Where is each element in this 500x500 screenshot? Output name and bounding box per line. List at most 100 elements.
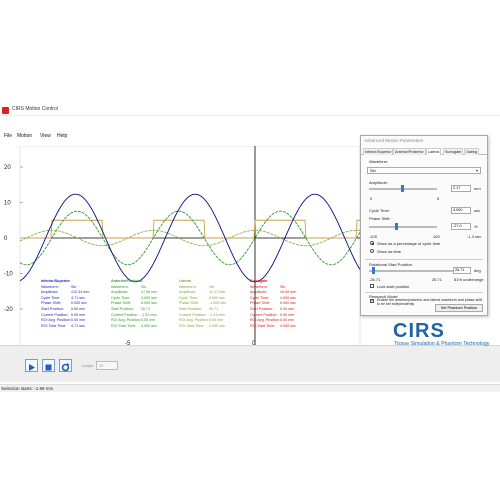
panel-title: Advanced Motion Parameters (364, 138, 424, 143)
legend-key: Amplitude: (250, 290, 268, 295)
radio-percentage[interactable] (370, 241, 374, 245)
legend-row: Phase Shift: 0.000 sec (250, 301, 296, 307)
stop-button[interactable] (42, 359, 55, 372)
waveform-select[interactable]: Sin ▾ (367, 167, 481, 174)
series-lateral (19, 229, 361, 247)
tab-gating[interactable]: Gating (464, 148, 479, 155)
tab-inferior-superior[interactable]: Inferior/Superior (363, 148, 394, 155)
y-tick-label: 20 (4, 165, 11, 171)
legend-key: Waveform: (179, 284, 197, 289)
legend-row: Cycle Time: 4.71 sec (41, 296, 85, 302)
legend-value: 4.000 sec (141, 295, 157, 300)
legend-key: Phase Shift: (250, 301, 270, 306)
playback-controls: Loops: 30 (0, 345, 500, 382)
menu-file[interactable]: File (4, 133, 13, 139)
phase-max: 100 (433, 234, 440, 239)
legend-key: Amplitude: (111, 290, 129, 295)
lock-start-checkbox[interactable] (370, 284, 374, 288)
tab-surrogate[interactable]: Surrogate (443, 148, 464, 155)
rotational-input[interactable]: 26.71 (453, 267, 471, 274)
tab-anterior-posterior[interactable]: Anterior/Posterior (393, 148, 426, 155)
legend-value: ±7.56 mm (141, 290, 158, 295)
menu-motion[interactable]: Motion (17, 133, 33, 139)
logo-tagline: Tissue Simulation & Phantom Technology (394, 341, 490, 347)
legend-row: ROI Total Time: 4.000 sec (179, 324, 225, 330)
amplitude-input[interactable]: 2.17 (451, 185, 471, 192)
legend-value: 0.000 sec (71, 301, 87, 306)
legend-row: ROI Avg. Position: 0.00 mm (179, 318, 223, 324)
phase-shift-slider[interactable] (369, 226, 437, 228)
rotational-unit: deg (474, 268, 481, 273)
phase-seconds: -1.3 sec (467, 234, 482, 239)
legend-row: Amplitude: ±5.00 mm (250, 290, 296, 296)
legend-value: 0.000 sec (280, 301, 296, 306)
legend-row: ROI Total Time: 4.000 sec (111, 323, 157, 330)
legend-key: Waveform: (250, 284, 268, 289)
legend-row: Phase Shift: -1.000 sec (179, 301, 226, 307)
research-mode-label: Research Mode: (369, 294, 399, 299)
legend-value: 0.00 mm (71, 318, 86, 323)
legend-value: 4.71 sec (71, 323, 85, 328)
legend-value: 0.00 mm (71, 306, 86, 311)
y-tick-label: 10 (4, 201, 11, 207)
rotational-mid: 26.71 (432, 277, 443, 282)
plot-frame (19, 146, 361, 354)
phase-min: -100 (369, 234, 378, 239)
legend-key: Current Position: (179, 312, 207, 317)
phase-shift-label: Phase Shift: (369, 216, 391, 221)
legend-row: Start Position: 26.71 (111, 307, 150, 313)
legend-value: 4.000 sec (209, 295, 225, 300)
legend-title: Surrogate (250, 279, 268, 283)
menu-view[interactable]: View (40, 133, 51, 139)
status-bar: Selection starts: -1.99 mm (0, 384, 500, 392)
amplitude-slider-thumb[interactable] (401, 185, 404, 192)
loop-button[interactable] (59, 359, 72, 372)
amplitude-value: 2.17 (453, 186, 461, 190)
y-tick-label: -20 (4, 307, 13, 313)
amplitude-min: 0 (370, 196, 373, 201)
legend-row: ROI Avg. Position: 0.00 mm (41, 318, 85, 324)
legend-key: Start Position: (250, 306, 273, 311)
legend-key: Current Position: (250, 312, 278, 317)
waveform-value: Sin (370, 168, 376, 173)
rotational-label: Rotational Start Position (369, 262, 412, 267)
radio-absolute[interactable] (370, 249, 374, 253)
legend-row: Amplitude: ±7.56 mm (111, 290, 157, 296)
legend-key: Start Position: (179, 306, 202, 311)
legend-value: 0.000 sec (141, 301, 157, 306)
legend-row: Start Position: 0.00 mm (41, 307, 85, 313)
cycle-time-input[interactable]: 4.000 (451, 207, 471, 214)
phase-shift-slider-thumb[interactable] (395, 223, 398, 230)
legend-title: Inferior/Superior (41, 279, 70, 283)
menu-bar: File Motion View Help (0, 133, 360, 141)
legend-value: 0.00 mm (209, 318, 224, 323)
legend-value: Sin (71, 284, 77, 289)
research-mode-checkbox[interactable] (370, 298, 374, 304)
loops-input[interactable]: 30 (96, 361, 118, 370)
window-title: CIRS Motion Control (12, 106, 58, 112)
amplitude-label: Amplitude: (369, 180, 388, 185)
legend-key: ROI Total Time: (111, 323, 137, 328)
legend-key: Cycle Time: (179, 295, 199, 300)
amplitude-max: 5 (437, 196, 440, 201)
tab-strip: Inferior/Superior Anterior/Posterior Lat… (361, 147, 487, 155)
lock-start-label: Lock start position (377, 284, 410, 289)
phase-shift-input[interactable]: -27.0 (451, 223, 471, 230)
legend-value: -1.000 sec (209, 301, 227, 306)
menu-help[interactable]: Help (57, 133, 68, 139)
y-tick-label: 0 (4, 236, 8, 242)
legend-title: Lateral (179, 279, 192, 283)
legend-key: Current Position: (41, 312, 69, 317)
legend-value: Sin (209, 284, 215, 289)
legend-key: ROI Avg. Position: (250, 318, 280, 323)
legend-inferior-superior: Inferior/Superior Waveform: Sin Amplitude:… (41, 279, 89, 329)
legend-key: Phase Shift: (179, 301, 199, 306)
rotational-slider-thumb[interactable] (372, 267, 375, 274)
tab-lateral[interactable]: Lateral (426, 148, 442, 155)
play-button[interactable] (25, 359, 38, 372)
legend-key: Waveform: (41, 284, 59, 289)
set-phantom-position-button[interactable]: Set Phantom Position (435, 304, 483, 312)
legend-lateral: Lateral Waveform: Sin Amplitude: ±2.17 mm Cy… (179, 279, 226, 330)
amplitude-unit: mm (474, 186, 481, 191)
